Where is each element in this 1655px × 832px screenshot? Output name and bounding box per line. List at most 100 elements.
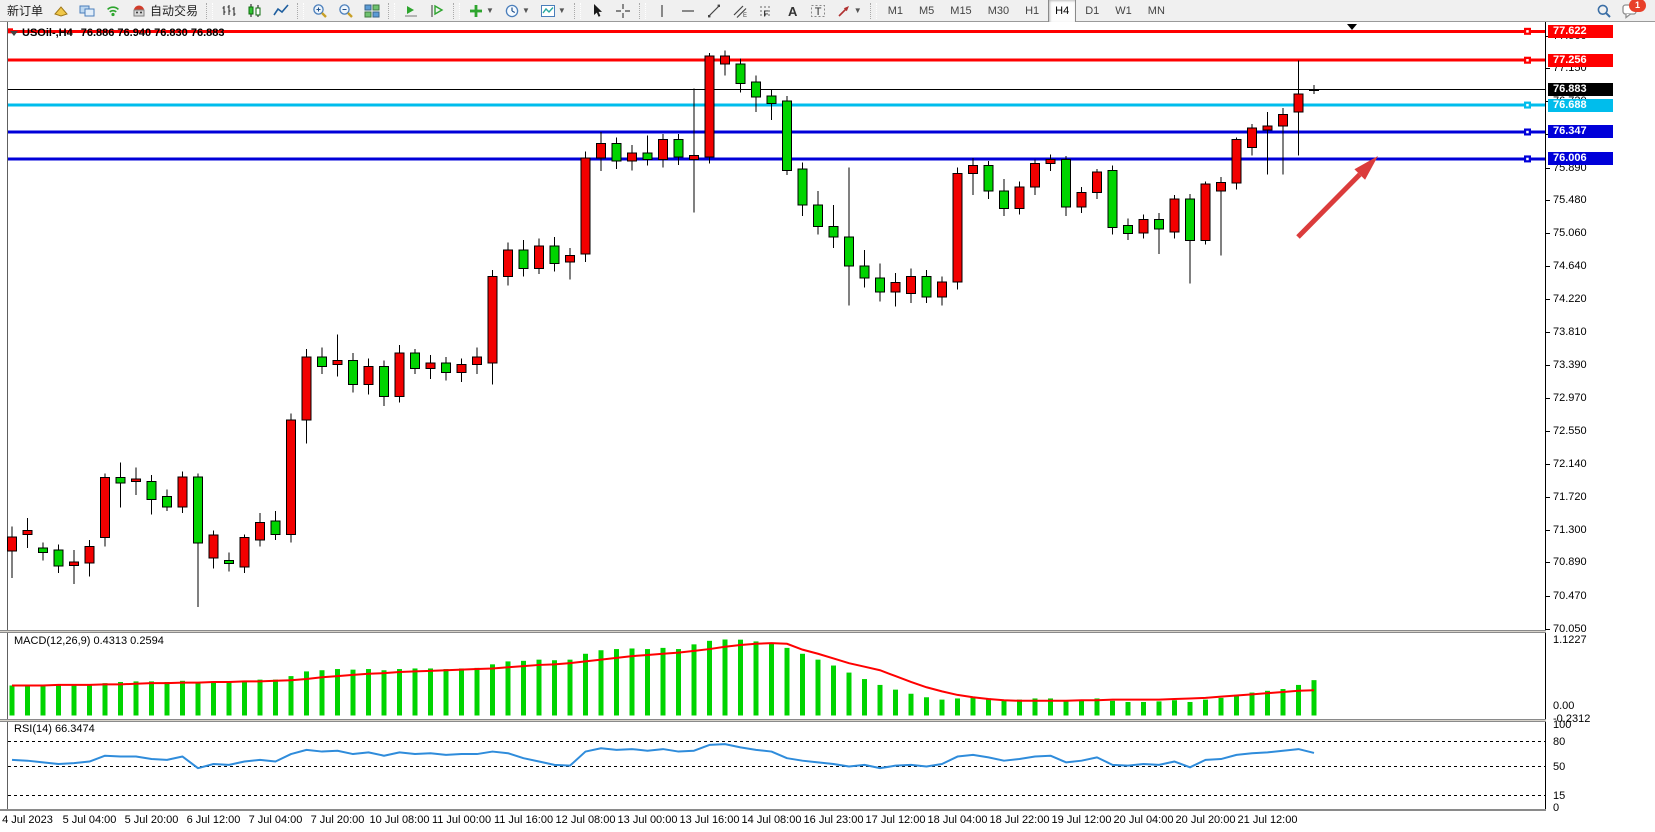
new-order-button[interactable]: 新订单 (7, 4, 44, 18)
crosshair-button[interactable] (611, 0, 635, 22)
arrows-button[interactable]: ▼ (832, 0, 866, 22)
time-axis[interactable]: 4 Jul 2023 5 Jul 04:00 5 Jul 20:00 6 Jul 12… (0, 811, 1546, 832)
line-anchor-marker[interactable] (1347, 24, 1357, 30)
price-axis[interactable]: 77.56077.15076.73076.31075.89075.48075.0… (1546, 22, 1655, 832)
fibonacci-button[interactable]: F (754, 0, 778, 22)
macd-pane[interactable] (0, 633, 1546, 719)
macd-histogram-bar (1203, 699, 1208, 716)
autotrading-button[interactable]: 自动交易 (127, 0, 202, 22)
macd-histogram-bar (149, 681, 154, 716)
chevron-down-icon[interactable]: ▼ (557, 6, 566, 15)
price-tick-label: 70.050 (1553, 622, 1587, 635)
candle (363, 365, 374, 385)
macd-histogram-bar (102, 683, 108, 716)
arrow-annotation-head[interactable] (1354, 156, 1378, 180)
macd-histogram-bar (614, 649, 619, 716)
candle (828, 226, 839, 238)
metaeditor-button[interactable] (49, 0, 73, 22)
macd-histogram-bar (645, 649, 650, 716)
macd-histogram-bar (800, 653, 805, 716)
fibonacci-icon: F (759, 6, 772, 18)
svg-text:F: F (763, 9, 768, 18)
candle (797, 168, 808, 206)
timeframe-w1-button[interactable]: W1 (1115, 4, 1132, 17)
svg-text:T: T (815, 6, 822, 18)
candle (720, 55, 730, 65)
periods-button[interactable]: ▼ (500, 0, 534, 22)
time-axis-label: 7 Jul 20:00 (310, 814, 365, 826)
candle (224, 560, 234, 565)
macd-histogram-bar (660, 647, 666, 716)
cursor-button[interactable] (585, 0, 609, 22)
time-axis-label: 21 Jul 12:00 (1237, 814, 1298, 826)
timeframe-h1-button[interactable]: H1 (1025, 4, 1040, 17)
pane-splitter-rsi[interactable] (0, 719, 1655, 722)
candle (317, 356, 327, 367)
chevron-down-icon[interactable] (10, 30, 18, 36)
signals-button[interactable] (101, 0, 125, 22)
horizontal-line-button[interactable] (676, 0, 700, 22)
rsi-pane[interactable] (0, 722, 1546, 809)
chat-button[interactable]: 1 (1618, 0, 1652, 22)
ohlc-readout: 76.886 76.940 76.830 76.883 (80, 27, 225, 39)
chevron-down-icon[interactable]: ▼ (486, 6, 494, 15)
candle (1278, 113, 1288, 127)
macd-histogram-bar (1265, 690, 1270, 716)
chart-title: USOil-,H4 76.886 76.940 76.830 76.883 (10, 27, 224, 39)
candle (69, 561, 79, 566)
timeframe-m15-button[interactable]: M15 (950, 4, 972, 17)
market-watch-button[interactable] (75, 0, 99, 22)
candle (921, 275, 932, 298)
candle (22, 530, 33, 535)
macd-histogram-bar (1094, 698, 1100, 716)
candlestick-chart-button[interactable] (243, 0, 267, 22)
text-button[interactable]: A (780, 0, 804, 22)
svg-text:E: E (743, 13, 747, 19)
candle (968, 165, 978, 175)
candle (534, 245, 544, 269)
tile-windows-button[interactable] (360, 0, 384, 22)
vertical-line-button[interactable] (650, 0, 674, 22)
zoom-in-button[interactable] (308, 0, 332, 22)
timeframe-m1-button[interactable]: M1 (887, 4, 903, 17)
timeframe-h4-button[interactable]: H4 (1048, 0, 1077, 23)
timeframe-m5-button[interactable]: M5 (919, 4, 935, 17)
chart-shift-button[interactable] (425, 0, 449, 22)
time-axis-label: 5 Jul 20:00 (124, 814, 179, 826)
price-tick-label: 75.480 (1553, 193, 1587, 206)
candle (332, 360, 343, 366)
macd-histogram-bar (226, 681, 232, 716)
chevron-down-icon[interactable]: ▼ (521, 6, 530, 15)
chevron-down-icon[interactable]: ▼ (853, 6, 862, 15)
indicators-button[interactable]: ▼ (464, 0, 498, 22)
candle (751, 81, 761, 98)
candle (1185, 198, 1195, 242)
candle (131, 478, 141, 483)
pane-splitter-bottom[interactable] (0, 809, 1655, 811)
macd-histogram-bar (815, 659, 821, 716)
auto-scroll-icon (405, 5, 418, 16)
chart-window[interactable]: USOil-,H4 76.886 76.940 76.830 76.883 MA… (0, 22, 1655, 832)
timeframe-d1-button[interactable]: D1 (1085, 4, 1100, 17)
templates-button[interactable]: ▼ (536, 0, 570, 22)
pane-splitter-macd[interactable] (0, 630, 1655, 633)
text-label-button[interactable]: T (806, 0, 830, 22)
trendline-button[interactable] (702, 0, 726, 22)
rsi-axis-label: 15 (1553, 789, 1566, 802)
arrow-annotation[interactable] (1296, 172, 1362, 239)
candle (410, 352, 420, 370)
search-button[interactable] (1592, 0, 1616, 22)
time-axis-label: 11 Jul 00:00 (431, 814, 492, 826)
timeframe-mn-button[interactable]: MN (1147, 4, 1165, 17)
time-axis-label: 4 Jul 2023 (2, 814, 53, 826)
price-chart-pane[interactable] (0, 22, 1546, 630)
line-chart-button[interactable] (269, 0, 293, 22)
channel-button[interactable]: E (728, 0, 752, 22)
macd-histogram-bar (1063, 700, 1069, 716)
candle (1231, 139, 1242, 184)
auto-scroll-button[interactable] (399, 0, 423, 22)
timeframe-m30-button[interactable]: M30 (987, 4, 1010, 17)
macd-histogram-bar (56, 684, 61, 716)
zoom-out-button[interactable] (334, 0, 358, 22)
bar-chart-button[interactable] (217, 0, 241, 22)
